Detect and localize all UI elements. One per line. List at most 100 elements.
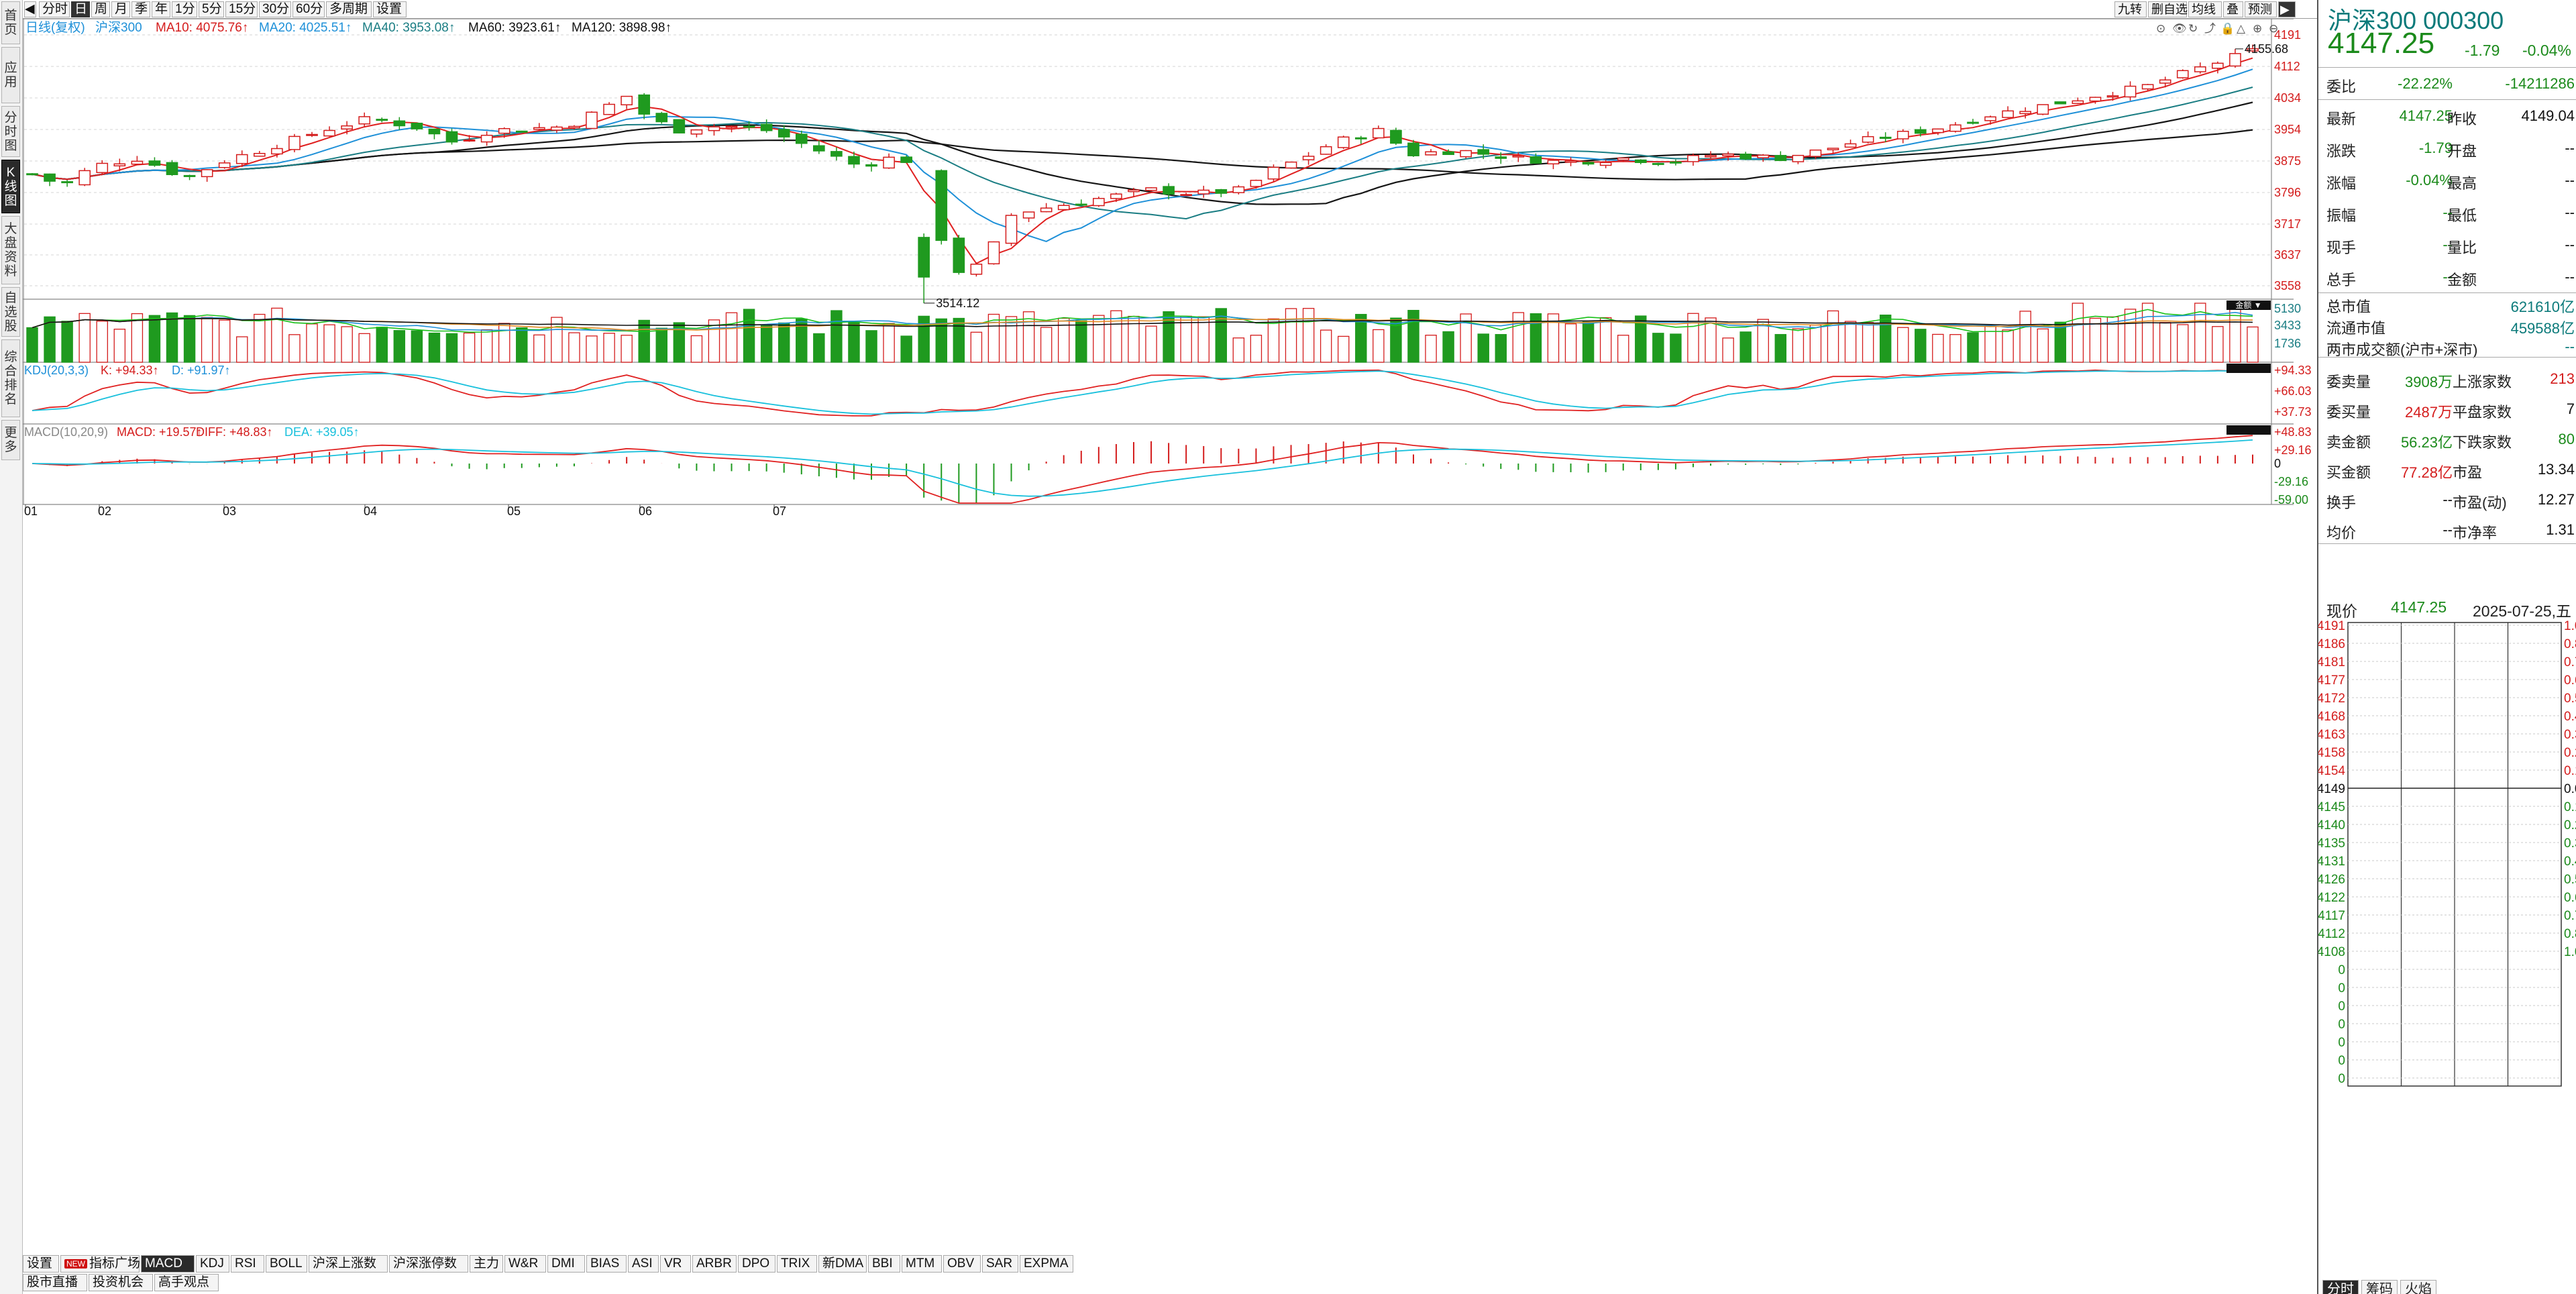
candle[interactable]: [586, 111, 598, 129]
candle[interactable]: [1390, 129, 1402, 144]
candle[interactable]: [253, 152, 266, 157]
indicator-tab-4[interactable]: RSI: [231, 1255, 264, 1273]
candle[interactable]: [113, 163, 126, 166]
candle[interactable]: [568, 125, 580, 129]
candle[interactable]: [1425, 151, 1437, 156]
left-tab-7[interactable]: 更多: [1, 420, 20, 460]
candle[interactable]: [1879, 136, 1892, 140]
candle[interactable]: [78, 170, 91, 186]
candle[interactable]: [1809, 149, 1822, 157]
candle[interactable]: [1093, 198, 1105, 207]
candle[interactable]: [393, 120, 406, 127]
candle[interactable]: [1705, 155, 1717, 158]
left-tab-5[interactable]: 自选股: [1, 287, 20, 337]
candle[interactable]: [1163, 186, 1175, 195]
candle[interactable]: [1722, 153, 1734, 157]
candle[interactable]: [1582, 162, 1595, 165]
candle[interactable]: [515, 130, 528, 133]
candle[interactable]: [813, 145, 825, 152]
candle[interactable]: [323, 129, 335, 137]
timeline-tab-0[interactable]: 分时: [2322, 1280, 2359, 1294]
indicator-tab-13[interactable]: VR: [660, 1255, 691, 1273]
period-tab-10[interactable]: 60分: [292, 1, 325, 17]
candle[interactable]: [865, 164, 877, 167]
candle[interactable]: [900, 156, 912, 163]
candle[interactable]: [1844, 143, 1857, 148]
indicator-tab-0[interactable]: 设置: [23, 1255, 59, 1273]
timeline-tab-1[interactable]: 筹码: [2361, 1280, 2398, 1294]
candle[interactable]: [1110, 193, 1122, 199]
candle[interactable]: [987, 241, 1000, 264]
indicator-tab-21[interactable]: SAR: [982, 1255, 1018, 1273]
candle[interactable]: [1407, 142, 1419, 156]
content-tab-1[interactable]: 投资机会: [89, 1274, 153, 1291]
right-tool-0[interactable]: 九转: [2114, 1, 2147, 17]
next-arrow-icon[interactable]: ▶: [2278, 1, 2296, 17]
chart-tool-icon[interactable]: ⊕: [2253, 22, 2262, 35]
period-tab-1[interactable]: 日: [71, 1, 90, 17]
candle[interactable]: [2247, 48, 2259, 52]
candle[interactable]: [288, 136, 301, 150]
candle[interactable]: [1005, 215, 1018, 244]
period-tab-9[interactable]: 30分: [259, 1, 291, 17]
candle[interactable]: [44, 173, 56, 182]
indicator-tab-22[interactable]: EXPMA: [1020, 1255, 1073, 1273]
candle[interactable]: [1022, 211, 1035, 219]
candle[interactable]: [1949, 124, 1962, 132]
candle[interactable]: [533, 127, 545, 130]
candle[interactable]: [218, 162, 231, 168]
chart-tool-icon[interactable]: ⊙: [2156, 22, 2165, 35]
indicator-tab-16[interactable]: TRIX: [777, 1255, 817, 1273]
candle[interactable]: [1477, 149, 1490, 155]
candle[interactable]: [603, 103, 615, 115]
candle[interactable]: [183, 174, 196, 177]
indicator-tab-18[interactable]: BBI: [868, 1255, 900, 1273]
candle[interactable]: [2124, 85, 2137, 98]
candle[interactable]: [2072, 100, 2084, 104]
indicator-tab-1[interactable]: NEW 指标广场: [60, 1255, 140, 1273]
chart-tool-icon[interactable]: ↻: [2188, 22, 2198, 35]
indicator-tab-14[interactable]: ARBR: [692, 1255, 737, 1273]
candle[interactable]: [1197, 189, 1210, 195]
period-tab-0[interactable]: 分时: [39, 1, 70, 17]
candle[interactable]: [673, 119, 686, 133]
candle[interactable]: [795, 133, 808, 144]
right-tool-4[interactable]: 预测: [2245, 1, 2277, 17]
period-tab-11[interactable]: 多周期: [326, 1, 372, 17]
indicator-tab-15[interactable]: DPO: [738, 1255, 775, 1273]
candle[interactable]: [551, 126, 563, 131]
candle[interactable]: [1757, 154, 1770, 158]
right-tool-1[interactable]: 删自选: [2148, 1, 2188, 17]
candle[interactable]: [96, 162, 109, 173]
candle[interactable]: [1896, 130, 1909, 140]
period-tab-12[interactable]: 设置: [373, 1, 407, 17]
candle[interactable]: [1512, 155, 1525, 158]
candle[interactable]: [1739, 154, 1752, 160]
content-tab-2[interactable]: 高手观点: [154, 1274, 219, 1291]
left-tab-0[interactable]: 首页: [1, 1, 20, 44]
chart-tool-icon[interactable]: △: [2237, 22, 2246, 35]
left-tab-4[interactable]: 大盘资料: [1, 216, 20, 284]
candle[interactable]: [1599, 162, 1612, 166]
indicator-tab-11[interactable]: BIAS: [586, 1255, 627, 1273]
chart-tool-icon[interactable]: ⤴: [2204, 22, 2216, 35]
candle[interactable]: [760, 123, 773, 131]
candle[interactable]: [2054, 101, 2067, 105]
candle[interactable]: [1634, 159, 1647, 163]
indicator-tab-20[interactable]: OBV: [943, 1255, 981, 1273]
candle[interactable]: [2159, 79, 2171, 84]
candle[interactable]: [306, 133, 318, 136]
candle[interactable]: [445, 131, 458, 143]
period-tab-7[interactable]: 5分: [199, 1, 224, 17]
candle[interactable]: [2106, 95, 2119, 98]
candle[interactable]: [1232, 186, 1245, 193]
candle[interactable]: [2019, 111, 2032, 115]
candle[interactable]: [166, 162, 178, 176]
left-tab-6[interactable]: 综合排名: [1, 339, 20, 417]
candle[interactable]: [376, 119, 388, 121]
candle[interactable]: [1932, 128, 1944, 133]
candle[interactable]: [2141, 84, 2154, 90]
candle[interactable]: [1145, 187, 1157, 191]
period-tab-8[interactable]: 15分: [225, 1, 258, 17]
candle[interactable]: [777, 129, 790, 138]
